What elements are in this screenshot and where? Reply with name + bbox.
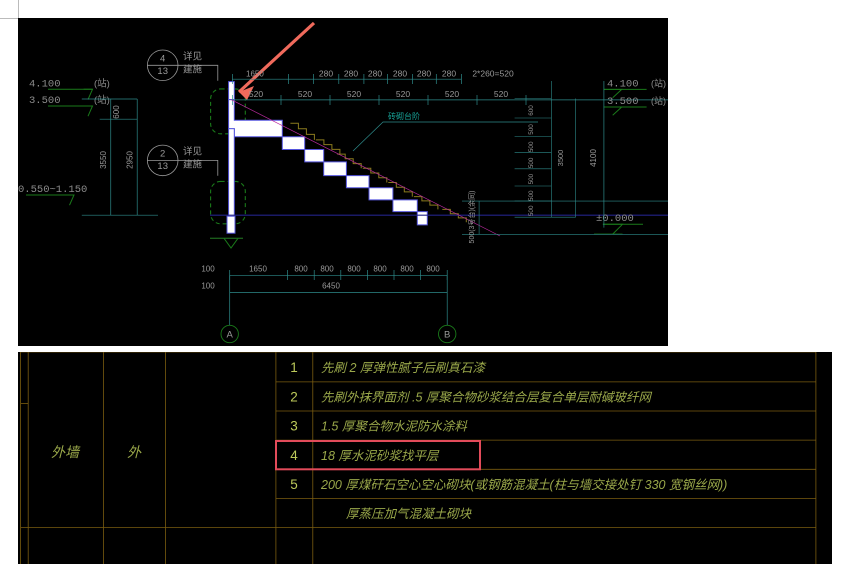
svg-text:500: 500 bbox=[528, 205, 535, 216]
svg-text:500: 500 bbox=[528, 141, 535, 152]
svg-text:520: 520 bbox=[396, 89, 410, 99]
svg-text:500: 500 bbox=[528, 190, 535, 201]
svg-text:2: 2 bbox=[290, 390, 298, 405]
svg-text:1: 1 bbox=[290, 360, 298, 375]
svg-text:建施: 建施 bbox=[183, 159, 203, 171]
svg-text:280: 280 bbox=[442, 69, 456, 79]
svg-text:600: 600 bbox=[528, 105, 535, 116]
svg-text:280: 280 bbox=[393, 69, 407, 79]
svg-text:500: 500 bbox=[528, 157, 535, 168]
svg-text:13: 13 bbox=[157, 161, 168, 172]
svg-text:外: 外 bbox=[127, 444, 142, 460]
svg-text:4100: 4100 bbox=[589, 149, 598, 167]
svg-text:外墙: 外墙 bbox=[51, 444, 81, 460]
svg-text:3.500: 3.500 bbox=[29, 95, 61, 107]
svg-text:280: 280 bbox=[368, 69, 382, 79]
svg-text:3.500: 3.500 bbox=[607, 96, 639, 108]
svg-text:2*260=520: 2*260=520 bbox=[472, 69, 514, 79]
svg-text:1650: 1650 bbox=[249, 265, 267, 274]
svg-text:1650: 1650 bbox=[246, 70, 264, 79]
svg-text:详见: 详见 bbox=[183, 146, 202, 158]
svg-text:±0.000: ±0.000 bbox=[596, 213, 634, 225]
svg-text:6450: 6450 bbox=[322, 282, 340, 291]
svg-text:先刷外抹界面剂 .5 厚聚合物砂浆结合层复合单层耐碱玻: 先刷外抹界面剂 .5 厚聚合物砂浆结合层复合单层耐碱玻纤网 bbox=[321, 391, 652, 405]
svg-text:200 厚煤矸石空心空心砌块(或钢筋混凝土(柱与墙交接处钉: 200 厚煤矸石空心空心砌块(或钢筋混凝土(柱与墙交接处钉 330 宽钢丝网)) bbox=[320, 478, 727, 492]
svg-text:520: 520 bbox=[298, 89, 312, 99]
svg-text:800: 800 bbox=[400, 265, 414, 274]
svg-text:280: 280 bbox=[417, 69, 431, 79]
svg-text:5: 5 bbox=[290, 477, 298, 492]
svg-text:3550: 3550 bbox=[99, 151, 108, 169]
svg-text:100: 100 bbox=[201, 282, 215, 291]
svg-text:800: 800 bbox=[320, 265, 334, 274]
svg-text:520: 520 bbox=[494, 89, 508, 99]
svg-text:详见: 详见 bbox=[183, 51, 202, 63]
svg-text:500: 500 bbox=[528, 173, 535, 184]
svg-text:520: 520 bbox=[249, 89, 263, 99]
svg-text:280: 280 bbox=[319, 69, 333, 79]
svg-text:13: 13 bbox=[157, 66, 168, 77]
svg-text:(站): (站) bbox=[651, 77, 666, 88]
svg-text:厚蒸压加气混凝土砌块: 厚蒸压加气混凝土砌块 bbox=[321, 507, 473, 521]
svg-text:(站): (站) bbox=[94, 77, 110, 89]
svg-text:A: A bbox=[227, 330, 234, 341]
svg-text:100: 100 bbox=[201, 265, 215, 274]
svg-text:800: 800 bbox=[426, 265, 440, 274]
svg-text:0.550~1.150: 0.550~1.150 bbox=[18, 184, 87, 196]
svg-text:800: 800 bbox=[347, 265, 361, 274]
svg-text:1.5 厚聚合物水泥防水涂料: 1.5 厚聚合物水泥防水涂料 bbox=[321, 420, 468, 434]
svg-text:500(3号台)(余同): 500(3号台)(余同) bbox=[467, 191, 476, 244]
svg-text:2950: 2950 bbox=[126, 151, 135, 169]
svg-text:(站): (站) bbox=[651, 95, 666, 106]
svg-text:520: 520 bbox=[445, 89, 459, 99]
svg-text:18 厚水泥砂浆找平层: 18 厚水泥砂浆找平层 bbox=[321, 449, 440, 463]
svg-text:4: 4 bbox=[290, 448, 298, 463]
svg-text:500: 500 bbox=[528, 124, 535, 135]
svg-text:(站): (站) bbox=[94, 94, 110, 106]
svg-text:2: 2 bbox=[160, 149, 165, 160]
svg-text:B: B bbox=[444, 330, 450, 341]
svg-text:800: 800 bbox=[294, 265, 308, 274]
svg-text:800: 800 bbox=[373, 265, 387, 274]
svg-text:520: 520 bbox=[347, 89, 361, 99]
svg-text:3500: 3500 bbox=[556, 150, 565, 167]
svg-text:280: 280 bbox=[344, 69, 358, 79]
svg-text:3: 3 bbox=[290, 419, 298, 434]
svg-text:4.100: 4.100 bbox=[607, 78, 639, 90]
svg-text:600: 600 bbox=[112, 105, 121, 119]
svg-text:先刷 2 厚弹性腻子后刷真石漆: 先刷 2 厚弹性腻子后刷真石漆 bbox=[321, 361, 487, 375]
svg-text:砖砌台阶: 砖砌台阶 bbox=[388, 111, 420, 121]
svg-text:建施: 建施 bbox=[183, 64, 203, 76]
svg-text:4.100: 4.100 bbox=[29, 78, 61, 90]
svg-text:4: 4 bbox=[160, 54, 165, 65]
